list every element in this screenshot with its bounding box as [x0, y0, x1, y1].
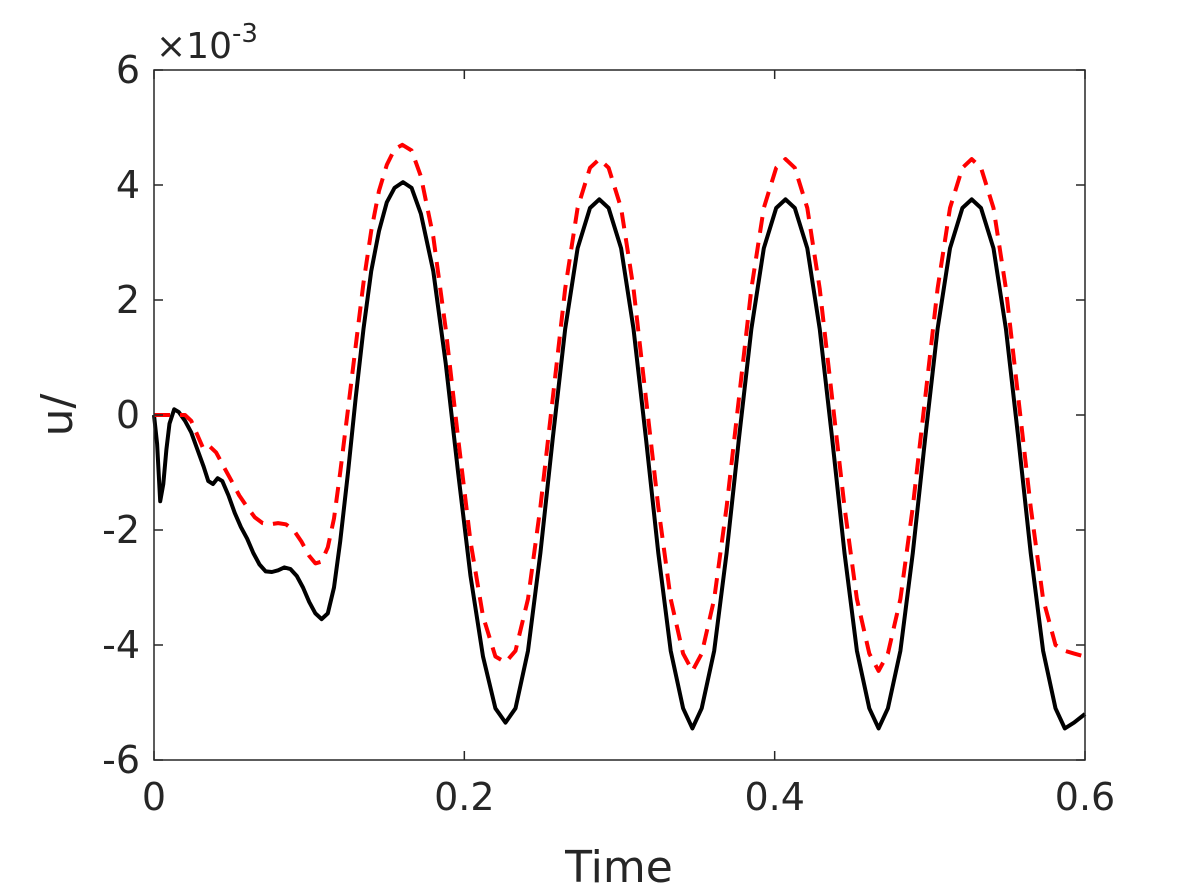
x-tick-label: 0.4	[744, 775, 804, 819]
y-tick-label: -6	[102, 738, 140, 782]
series-line-1	[152, 180, 1087, 731]
y-tick-label: -4	[102, 623, 140, 667]
y-multiplier-base: ×10	[156, 26, 232, 67]
y-tick-label: 0	[116, 393, 140, 437]
x-tick-label: 0.6	[1055, 775, 1115, 819]
x-tick-label: 0	[142, 775, 166, 819]
plot-area	[154, 70, 1085, 760]
y-tick-label: 2	[116, 278, 140, 322]
y-axis-label: u/	[32, 393, 83, 436]
series-line-2	[154, 142, 1086, 673]
x-axis-label: Time	[564, 842, 673, 893]
ticks-layer: 0 0.2 0.4 0.6 -6 -4 -2 0 2 4 6	[102, 48, 1115, 819]
series-layer	[152, 142, 1087, 731]
y-tick-label: -2	[102, 508, 140, 552]
x-tick-label: 0.2	[434, 775, 494, 819]
y-tick-label: 4	[116, 163, 140, 207]
y-multiplier-label: ×10-3	[156, 19, 258, 67]
y-tick-label: 6	[116, 48, 140, 92]
y-multiplier-exponent: -3	[232, 19, 258, 49]
